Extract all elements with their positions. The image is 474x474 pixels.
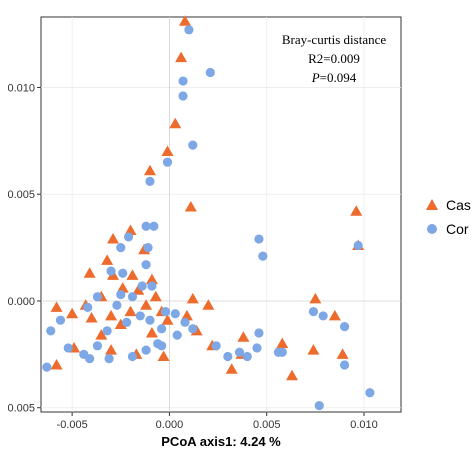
legend-label-cor: Cor — [446, 221, 469, 237]
annotation-pvalue: P=0.094 — [311, 70, 357, 85]
data-point-cor — [354, 241, 363, 250]
data-point-cor — [188, 324, 197, 333]
data-point-cor — [93, 292, 102, 301]
data-point-cor — [83, 303, 92, 312]
data-point-cor — [178, 91, 187, 100]
y-tick-label: 0.005 — [7, 403, 35, 415]
data-point-cor — [161, 307, 170, 316]
data-point-cor — [138, 281, 147, 290]
data-point-cor — [365, 388, 374, 397]
data-point-cor — [145, 316, 154, 325]
data-point-cor — [278, 348, 287, 357]
data-point-cor — [93, 341, 102, 350]
data-point-cor — [105, 354, 114, 363]
data-point-cor — [56, 316, 65, 325]
legend: Cas Cor — [426, 197, 471, 237]
annotation-r2: R2=0.009 — [308, 51, 360, 66]
data-point-cor — [184, 25, 193, 34]
data-point-cor — [46, 326, 55, 335]
data-point-cor — [340, 322, 349, 331]
data-point-cor — [145, 177, 154, 186]
data-point-cor — [118, 269, 127, 278]
legend-cas-triangle-icon — [426, 199, 438, 210]
data-point-cor — [112, 301, 121, 310]
data-point-cor — [128, 292, 137, 301]
y-tick-label: 0.005 — [7, 189, 35, 201]
data-point-cor — [254, 234, 263, 243]
data-point-cor — [116, 290, 125, 299]
data-point-cor — [173, 331, 182, 340]
data-point-cor — [64, 343, 73, 352]
data-point-cor — [243, 352, 252, 361]
y-tick-label: 0.010 — [7, 82, 35, 94]
annotation-p-value: =0.094 — [320, 70, 357, 85]
data-point-cor — [122, 318, 131, 327]
x-tick-label: 0.010 — [350, 419, 378, 431]
x-tick-label: -0.005 — [57, 419, 88, 431]
data-point-cor — [85, 354, 94, 363]
data-point-cor — [171, 309, 180, 318]
legend-label-cas: Cas — [446, 197, 471, 213]
annotation-method: Bray-curtis distance — [282, 32, 387, 47]
data-point-cor — [141, 260, 150, 269]
data-point-cor — [149, 222, 158, 231]
data-point-cor — [42, 363, 51, 372]
legend-cor-circle-icon — [427, 224, 437, 234]
data-point-cor — [254, 328, 263, 337]
data-point-cor — [178, 76, 187, 85]
data-point-cor — [258, 252, 267, 261]
x-axis-title: PCoA axis1: 4.24 % — [161, 434, 281, 449]
data-point-cor — [106, 266, 115, 275]
data-point-cor — [309, 307, 318, 316]
x-tick-label: 0.005 — [253, 419, 281, 431]
data-point-cor — [136, 311, 145, 320]
data-point-cor — [235, 348, 244, 357]
data-point-cor — [103, 326, 112, 335]
data-point-cor — [163, 158, 172, 167]
data-point-cor — [252, 343, 261, 352]
data-point-cor — [315, 401, 324, 410]
data-point-cor — [128, 352, 137, 361]
data-point-cor — [147, 281, 156, 290]
y-tick-label: 0.000 — [7, 296, 35, 308]
data-point-cor — [212, 341, 221, 350]
data-point-cor — [143, 243, 152, 252]
data-point-cor — [124, 232, 133, 241]
data-point-cor — [206, 68, 215, 77]
data-point-cor — [180, 318, 189, 327]
data-point-cor — [116, 243, 125, 252]
annotation-p-symbol: P — [311, 70, 320, 85]
data-point-cor — [319, 311, 328, 320]
data-point-cor — [157, 324, 166, 333]
x-tick-label: 0.000 — [156, 419, 184, 431]
data-point-cor — [340, 360, 349, 369]
data-point-cor — [223, 352, 232, 361]
data-point-cor — [141, 345, 150, 354]
data-point-cor — [188, 141, 197, 150]
data-point-cor — [157, 341, 166, 350]
